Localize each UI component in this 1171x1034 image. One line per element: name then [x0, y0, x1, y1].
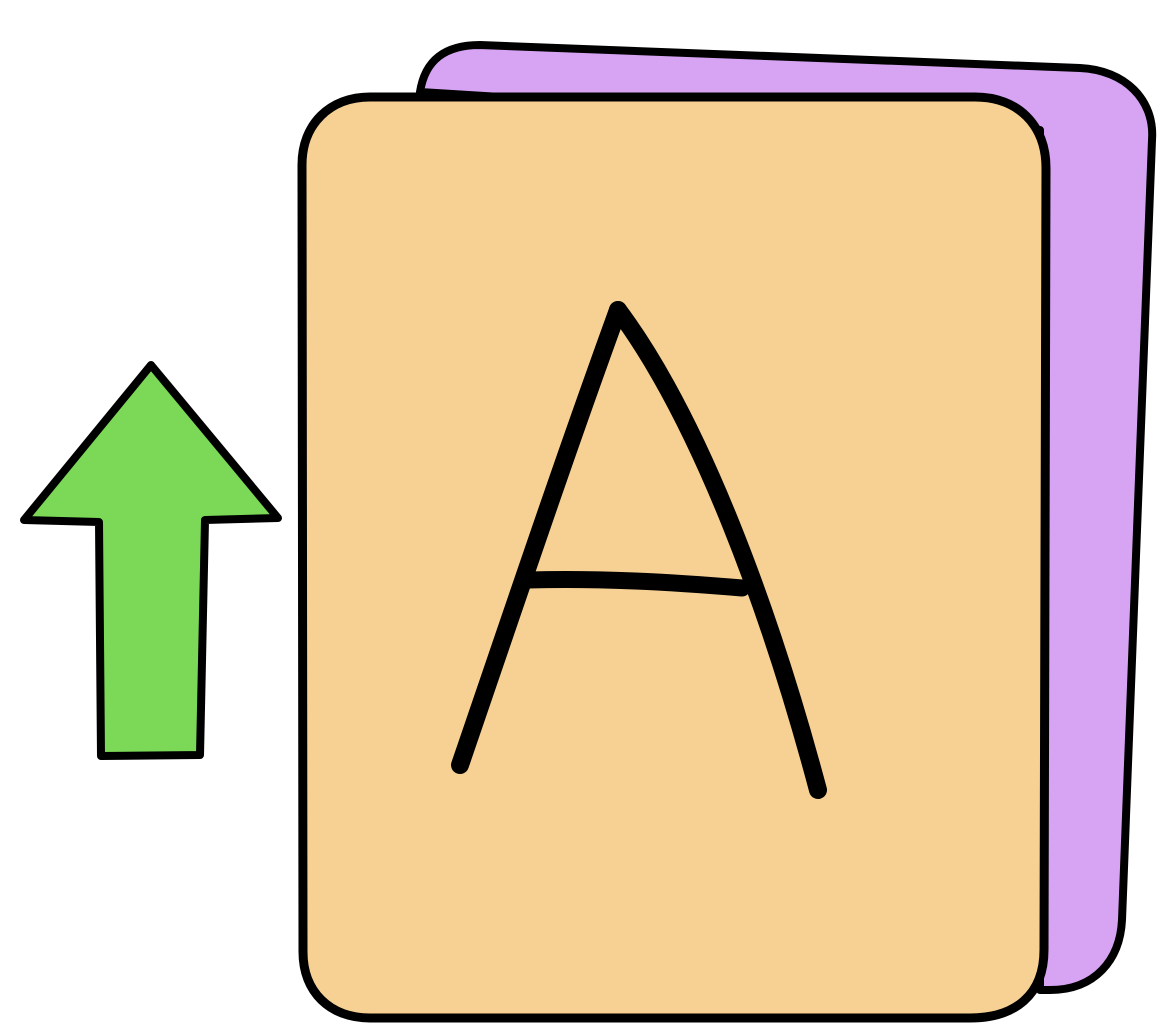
front-card: [297, 92, 1051, 1023]
back-card: [416, 41, 1157, 994]
letter-a-glyph: [451, 301, 827, 799]
up-arrow-icon: [20, 361, 282, 760]
